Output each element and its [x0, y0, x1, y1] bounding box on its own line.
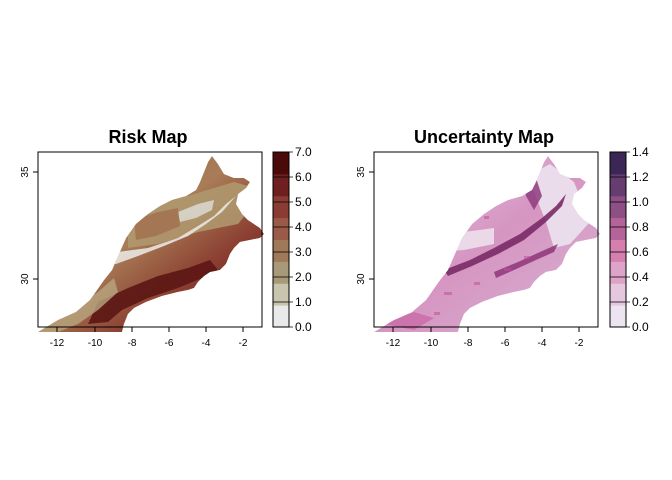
uncertainty-legend-swatch: [610, 283, 626, 306]
risk-x-tick-label: -2: [239, 338, 248, 349]
risk-legend-tick-label: 7.0: [295, 145, 312, 159]
uncertainty-x-tick-label: -4: [538, 338, 547, 349]
risk-legend-tick-label: 2.0: [295, 270, 312, 284]
risk-map-panel: Risk Map: [20, 127, 312, 349]
uncertainty-y-tick-label: 30: [356, 273, 367, 285]
uncertainty-map-title: Uncertainty Map: [414, 127, 554, 147]
risk-map-frame: [37, 151, 263, 328]
risk-x-tick-label: -12: [50, 338, 65, 349]
uncertainty-y-tick-label: 35: [356, 166, 367, 178]
uncertainty-legend-tick-label: 1.2: [632, 170, 649, 184]
uncertainty-legend-colorbar: [610, 152, 626, 328]
risk-map-x-axis: -12 -10 -8 -6 -4 -2: [50, 327, 248, 349]
risk-legend-tick-label: 5.0: [295, 195, 312, 209]
uncertainty-map-y-axis: 30 35: [356, 166, 374, 285]
uncertainty-legend-swatch: [610, 152, 626, 175]
uncertainty-map-raster: [374, 156, 600, 332]
uncertainty-legend-tick-label: 0.8: [632, 220, 649, 234]
uncertainty-legend-tick-label: 0.2: [632, 295, 649, 309]
uncertainty-legend-swatch: [610, 305, 626, 328]
risk-legend: 0.0 1.0 2.0 3.0 4.0 5.0 6.0 7.0: [272, 145, 312, 334]
uncertainty-legend-swatch: [610, 173, 626, 197]
risk-x-tick-label: -8: [128, 338, 137, 349]
uncertainty-map-panel: Uncertainty Map: [356, 127, 649, 349]
risk-legend-tick-label: 4.0: [295, 220, 312, 234]
risk-legend-swatch: [273, 173, 289, 197]
risk-x-tick-label: -6: [165, 338, 174, 349]
uncertainty-x-tick-label: -12: [386, 338, 401, 349]
risk-legend-swatch: [273, 239, 289, 262]
uncertainty-x-tick-label: -6: [501, 338, 510, 349]
risk-y-tick-label: 35: [20, 166, 31, 178]
risk-legend-swatch: [273, 152, 289, 175]
uncertainty-x-tick-label: -10: [424, 338, 439, 349]
uncertainty-legend-swatch: [610, 195, 626, 219]
uncertainty-x-tick-label: -2: [575, 338, 584, 349]
uncertainty-legend-tick-label: 0.0: [632, 320, 649, 334]
risk-legend-tick-label: 3.0: [295, 245, 312, 259]
risk-map-y-axis: 30 35: [20, 166, 38, 285]
uncertainty-legend-swatch: [610, 239, 626, 262]
uncertainty-legend-tick-label: 0.6: [632, 245, 649, 259]
uncertainty-legend-tick-label: 0.4: [632, 270, 649, 284]
uncertainty-map-frame: [373, 151, 599, 328]
risk-legend-swatch: [273, 261, 289, 284]
risk-legend-swatch: [273, 283, 289, 306]
risk-legend-tick-label: 1.0: [295, 295, 312, 309]
uncertainty-legend: 0.0 0.2 0.4 0.6 0.8 1.0 1.2 1.4: [609, 145, 649, 334]
risk-x-tick-label: -10: [88, 338, 103, 349]
uncertainty-map-x-axis: -12 -10 -8 -6 -4 -2: [386, 327, 584, 349]
uncertainty-legend-swatch: [610, 261, 626, 284]
risk-map-title: Risk Map: [108, 127, 187, 147]
risk-legend-swatch: [273, 195, 289, 219]
risk-legend-colorbar: [273, 152, 289, 328]
risk-legend-swatch: [273, 217, 289, 240]
uncertainty-legend-tick-label: 1.4: [632, 145, 649, 159]
risk-y-tick-label: 30: [20, 273, 31, 285]
uncertainty-x-tick-label: -8: [464, 338, 473, 349]
risk-legend-tick-label: 0.0: [295, 320, 312, 334]
uncertainty-legend-swatch: [610, 217, 626, 240]
risk-x-tick-label: -4: [202, 338, 211, 349]
risk-legend-tick-label: 6.0: [295, 170, 312, 184]
risk-legend-swatch: [273, 305, 289, 328]
risk-map-raster: [38, 156, 264, 332]
uncertainty-legend-tick-label: 1.0: [632, 195, 649, 209]
